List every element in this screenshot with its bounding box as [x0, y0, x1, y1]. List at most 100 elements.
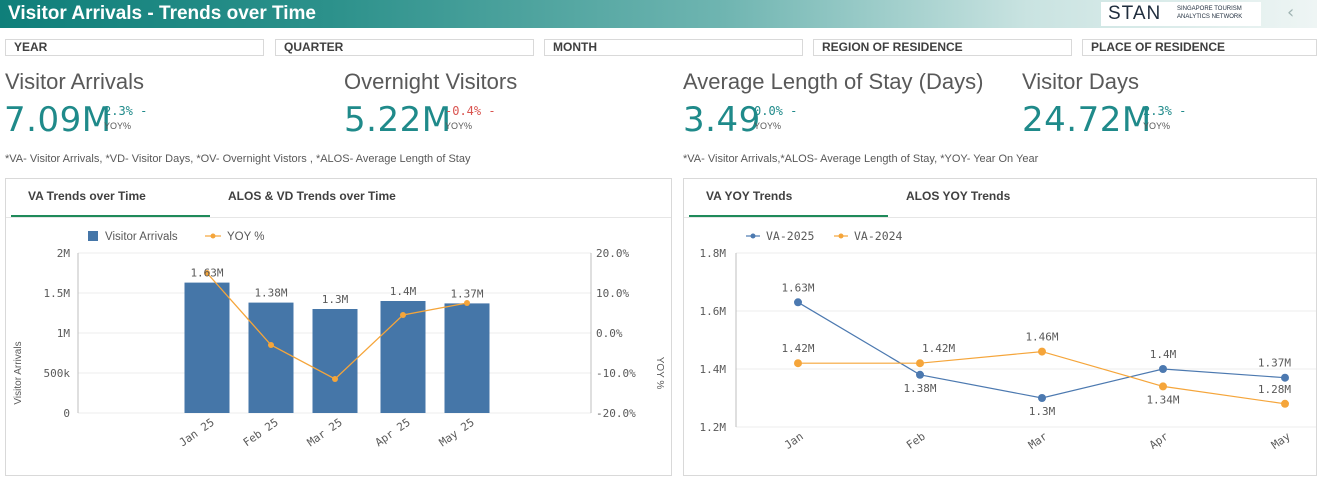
point-data-label: 1.37M [1258, 357, 1291, 370]
kpi-yoy-label: YOY% [445, 121, 473, 131]
kpi-overnight-visitors-title: Overnight Visitors [344, 69, 518, 94]
kpi-pct-value: 2.3% [104, 104, 133, 118]
kpi-pct-value: -0.4% [445, 104, 482, 118]
y2-tick-label: -20.0% [596, 407, 636, 420]
series-point [794, 359, 802, 368]
yoy-point [332, 376, 338, 382]
yoy-point [464, 300, 470, 306]
x-tick-label: Feb [904, 430, 928, 452]
va-trends-panel: VA Trends over Time ALOS & VD Trends ove… [5, 178, 672, 476]
kpi-yoy-label: YOY% [754, 121, 782, 131]
point-data-label: 1.63M [781, 281, 814, 294]
tab-va-yoy-trends[interactable]: VA YOY Trends [706, 189, 793, 203]
filter-quarter[interactable]: QUARTER [275, 39, 534, 56]
y-tick-label: 500k [44, 367, 71, 380]
tab-divider [6, 217, 671, 218]
y-tick-label: 0 [63, 407, 70, 420]
y-tick-label: 1.5M [44, 287, 71, 300]
x-tick-label: Apr [1147, 430, 1171, 452]
x-tick-label: May 25 [437, 416, 477, 449]
kpi-visitor-arrivals-yoy: 2.3% - [104, 104, 147, 118]
tab-alos-yoy-trends[interactable]: ALOS YOY Trends [906, 189, 1011, 203]
kpi-visitor-arrivals-title: Visitor Arrivals [5, 69, 144, 94]
x-tick-label: Jan 25 [177, 416, 217, 449]
y-axis-title: Visitor Arrivals [13, 341, 24, 404]
kpi-overnight-visitors-value: 5.22M [344, 100, 452, 140]
point-data-label: 1.42M [781, 342, 814, 355]
x-tick-label: Mar [1026, 430, 1050, 452]
legend-label-yoy: YOY % [227, 231, 265, 243]
series-point [916, 370, 924, 379]
yoy-point [268, 342, 274, 348]
series-point [1159, 382, 1167, 391]
kpi-pct-value: 2.3% [1143, 104, 1172, 118]
kpi-pct-dash: - [790, 104, 798, 118]
active-tab-indicator [689, 215, 888, 217]
series-point [916, 359, 924, 368]
y2-tick-label: -10.0% [596, 367, 636, 380]
legend-dot-va-2025 [750, 233, 756, 239]
filter-year[interactable]: YEAR [5, 39, 264, 56]
series-point [1281, 399, 1289, 408]
yoy-point [204, 270, 210, 276]
chart-bars [184, 282, 490, 413]
chevron-left-icon[interactable]: ‹ [1287, 2, 1295, 23]
filter-place-of-residence[interactable]: PLACE OF RESIDENCE [1082, 39, 1317, 56]
abbreviation-note-right: *VA- Visitor Arrivals,*ALOS- Average Len… [683, 153, 1039, 165]
filter-region-of-residence[interactable]: REGION OF RESIDENCE [813, 39, 1072, 56]
logo-wordmark: STAN [1108, 3, 1162, 24]
legend-swatch-visitor-arrivals [88, 231, 98, 241]
point-data-label: 1.4M [1150, 348, 1177, 361]
legend-dot-va-2024 [838, 233, 844, 239]
filter-month[interactable]: MONTH [544, 39, 803, 56]
x-tick-label: May [1269, 430, 1293, 452]
kpi-visitor-days-value: 24.72M [1022, 100, 1152, 140]
point-data-label: 1.28M [1258, 383, 1291, 396]
y2-tick-label: 0.0% [596, 327, 623, 340]
series-point [1038, 394, 1046, 402]
bar-data-label: 1.37M [450, 287, 483, 300]
series-point [1159, 365, 1167, 373]
point-data-label: 1.34M [1146, 393, 1179, 406]
kpi-yoy-label: YOY% [104, 121, 132, 131]
tab-va-trends-over-time[interactable]: VA Trends over Time [28, 189, 146, 203]
point-data-label: 1.46M [1025, 331, 1058, 344]
tab-divider [684, 217, 1316, 218]
chart-data-labels: 1.63M 1.38M 1.3M 1.4M 1.37M 1.42M 1.42M 1.46M 1.… [781, 281, 1291, 418]
kpi-avg-length-of-stay-title: Average Length of Stay (Days) [683, 69, 984, 94]
va-yoy-panel: VA YOY Trends ALOS YOY Trends 1.63M 1.38M… [683, 178, 1317, 476]
kpi-avg-length-of-stay-yoy: 0.0% - [754, 104, 797, 118]
kpi-visitor-arrivals-value: 7.09M [4, 100, 112, 140]
y-tick-label: 1.2M [700, 421, 727, 434]
abbreviation-note-left: *VA- Visitor Arrivals, *VD- Visitor Days… [5, 153, 471, 165]
point-data-label: 1.42M [922, 342, 955, 355]
legend-label-va-2025: VA-2025 [766, 229, 814, 243]
series-point [794, 298, 802, 307]
kpi-overnight-visitors-yoy: -0.4% - [445, 104, 496, 118]
y2-tick-label: 10.0% [596, 287, 629, 300]
x-tick-label: Feb 25 [241, 416, 281, 449]
y-tick-label: 2M [57, 247, 71, 260]
series-point [1281, 373, 1289, 382]
x-tick-label: Jan [782, 430, 806, 452]
bar-visitor-arrivals [248, 302, 294, 413]
kpi-avg-length-of-stay-value: 3.49 [683, 100, 761, 140]
kpi-pct-dash: - [488, 104, 496, 118]
tab-alos-vd-trends-over-time[interactable]: ALOS & VD Trends over Time [228, 189, 396, 203]
stan-logo: STAN SINGAPORE TOURISM ANALYTICS NETWORK [1101, 2, 1261, 26]
legend-label-va-2024: VA-2024 [854, 229, 903, 243]
bar-visitor-arrivals [312, 309, 358, 413]
y-tick-label: 1.4M [700, 363, 727, 376]
chart-series-lines [794, 298, 1289, 408]
kpi-pct-dash: - [140, 104, 148, 118]
y-tick-label: 1.8M [700, 247, 727, 260]
kpi-pct-dash: - [1179, 104, 1187, 118]
bar-data-label: 1.4M [390, 285, 417, 298]
bar-visitor-arrivals [184, 282, 230, 413]
kpi-pct-value: 0.0% [754, 104, 783, 118]
active-tab-indicator [11, 215, 210, 217]
point-data-label: 1.38M [903, 382, 936, 395]
legend-label-visitor-arrivals: Visitor Arrivals [105, 231, 178, 243]
chart-yoy-line [204, 270, 470, 382]
y-tick-label: 1M [57, 327, 71, 340]
